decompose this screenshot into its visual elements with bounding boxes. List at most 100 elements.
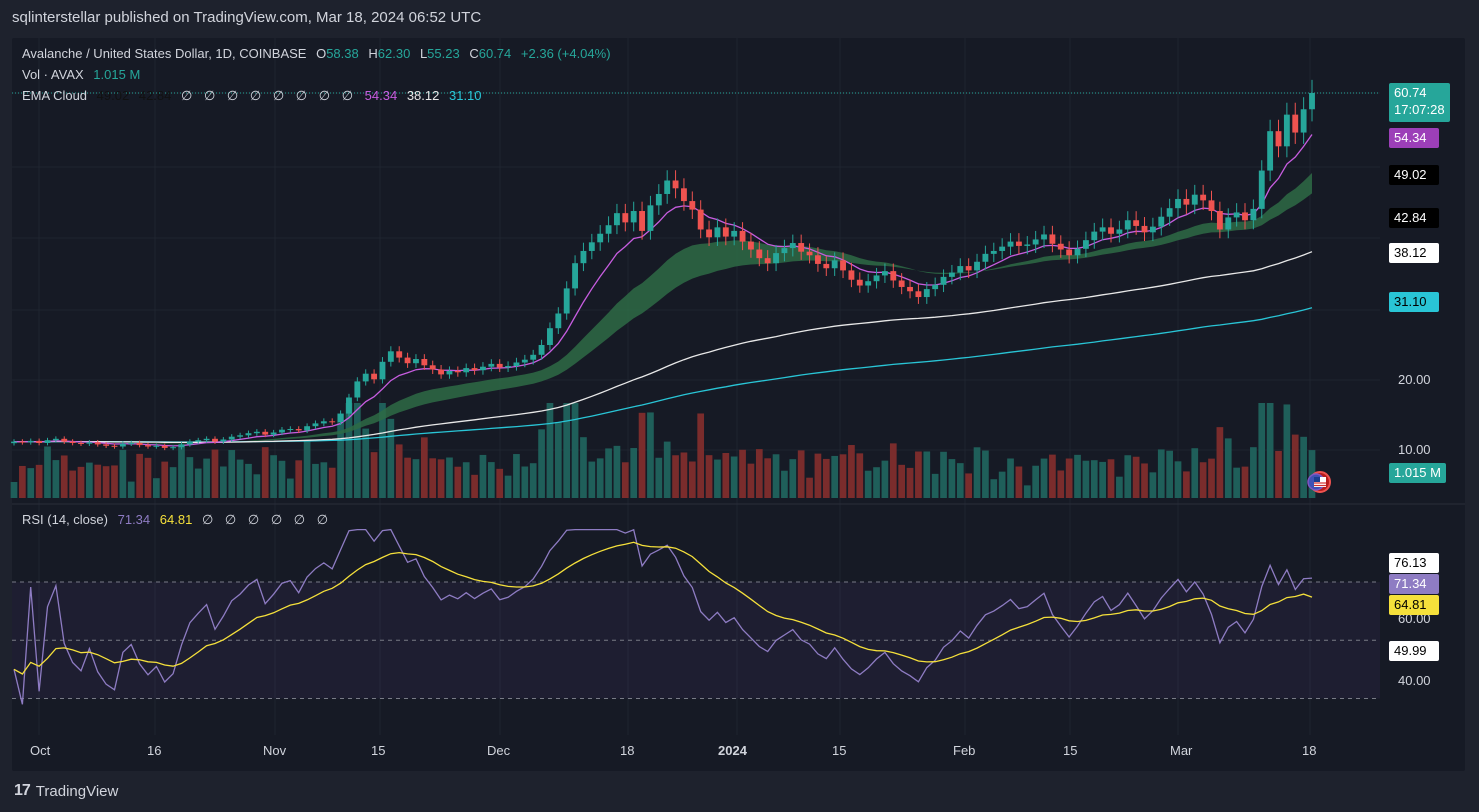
volume-bar	[303, 440, 311, 498]
volume-bar	[571, 403, 579, 498]
candle-body	[999, 246, 1006, 251]
candle-body	[1074, 248, 1081, 256]
volume-bar	[1224, 438, 1232, 498]
volume-bar	[655, 457, 663, 498]
volume-bar	[253, 474, 261, 498]
candle-body	[19, 441, 26, 443]
volume-bar	[973, 447, 981, 498]
volume-bar	[1283, 404, 1291, 498]
candle-body	[170, 447, 177, 449]
volume-bar	[1241, 466, 1249, 498]
empty-icon: ∅	[224, 512, 237, 527]
volume-bar	[504, 475, 512, 498]
tradingview-logo[interactable]: 17 TradingView	[14, 782, 118, 800]
ema-slow1-label: 38.12	[1389, 243, 1439, 263]
volume-bar	[35, 464, 43, 498]
empty-icon: ∅	[181, 88, 193, 103]
candle-body	[798, 243, 805, 252]
volume-bar	[1057, 470, 1065, 498]
volume-bar	[781, 470, 788, 498]
candle-body	[605, 225, 612, 234]
candle-body	[186, 441, 193, 445]
candle-body	[438, 369, 445, 375]
volume-bar	[739, 449, 746, 498]
volume-bar	[320, 462, 328, 498]
candle-body	[329, 421, 336, 423]
volume-bar	[353, 403, 361, 498]
candle-body	[689, 201, 696, 210]
volume-bar	[621, 462, 629, 498]
candle-body	[1300, 109, 1307, 133]
candle-body	[1116, 229, 1123, 234]
candle-body	[814, 255, 821, 264]
candle-body	[982, 253, 989, 262]
rsi-legend[interactable]: RSI (14, close) 71.34 64.81 ∅ ∅ ∅ ∅ ∅ ∅	[22, 512, 336, 528]
candle-body	[907, 286, 913, 292]
volume-legend[interactable]: Vol · AVAX 1.015 M	[22, 67, 146, 82]
volume-bar	[797, 450, 805, 498]
time-label: Dec	[487, 743, 511, 758]
ema-fast-label: 54.34	[1389, 128, 1439, 148]
volume-bar	[295, 460, 303, 498]
candle-body	[1032, 239, 1039, 245]
volume-bar	[1032, 465, 1040, 498]
rsi-ma-value: 64.81	[159, 512, 193, 527]
candle-body	[681, 188, 687, 202]
candle-body	[262, 431, 269, 435]
empty-icon: ∅	[341, 88, 354, 103]
volume-bar	[1216, 427, 1224, 498]
candle-body	[588, 242, 595, 251]
candle-body	[270, 432, 277, 435]
volume-bar	[529, 463, 537, 498]
brand-name: TradingView	[35, 782, 119, 800]
candle-body	[840, 260, 846, 271]
candles	[11, 79, 1315, 451]
volume-bar	[479, 454, 487, 498]
candle-body	[346, 397, 352, 414]
tv-logo-icon: 17	[14, 782, 31, 799]
price-tick: 20.00	[1398, 372, 1431, 387]
volume-bar	[1074, 454, 1081, 498]
empty-icon: ∅	[293, 512, 306, 527]
ema-value-2: 42.84	[138, 88, 172, 103]
volume-bar	[161, 461, 169, 498]
candle-body	[111, 445, 118, 447]
low-value: 55.23	[427, 46, 460, 61]
volume-bar	[806, 477, 813, 498]
volume-bar	[605, 448, 612, 498]
symbol-legend[interactable]: Avalanche / United States Dollar, 1D, CO…	[22, 46, 611, 61]
candle-body	[94, 442, 101, 445]
volume-bar	[395, 444, 403, 498]
volume-bar	[1308, 450, 1316, 498]
candle-body	[203, 438, 210, 441]
volume-bar	[990, 479, 998, 498]
empty-icon: ∅	[295, 88, 308, 103]
candle-body	[873, 275, 880, 282]
chart-frame[interactable]	[12, 38, 1465, 771]
time-label: Feb	[953, 743, 976, 758]
volume-bar	[755, 449, 763, 498]
candle-body	[789, 243, 796, 249]
candle-body	[253, 431, 260, 434]
candle-body	[974, 261, 980, 271]
time-label: 18	[1302, 743, 1317, 758]
volume-bar	[1174, 461, 1182, 498]
time-label: Nov	[263, 743, 287, 758]
volume-bar	[60, 455, 68, 498]
candle-body	[1166, 208, 1173, 217]
candle-body	[739, 230, 746, 242]
volume-bar	[1116, 476, 1123, 498]
volume-bar	[245, 463, 252, 498]
rsi-high-label: 76.13	[1389, 553, 1439, 573]
candle-body	[354, 381, 361, 398]
candle-body	[287, 429, 294, 430]
bar-countdown: 17:07:28	[1394, 102, 1445, 117]
volume-bar	[915, 451, 922, 498]
volume-bar	[379, 403, 386, 498]
candle-body	[103, 444, 110, 446]
candle-body	[362, 373, 369, 382]
ema-legend[interactable]: EMA Cloud 49.02 42.84 ∅ ∅ ∅ ∅ ∅ ∅ ∅ ∅ 54…	[22, 88, 488, 104]
candle-body	[212, 438, 218, 442]
candle-body	[421, 359, 428, 366]
